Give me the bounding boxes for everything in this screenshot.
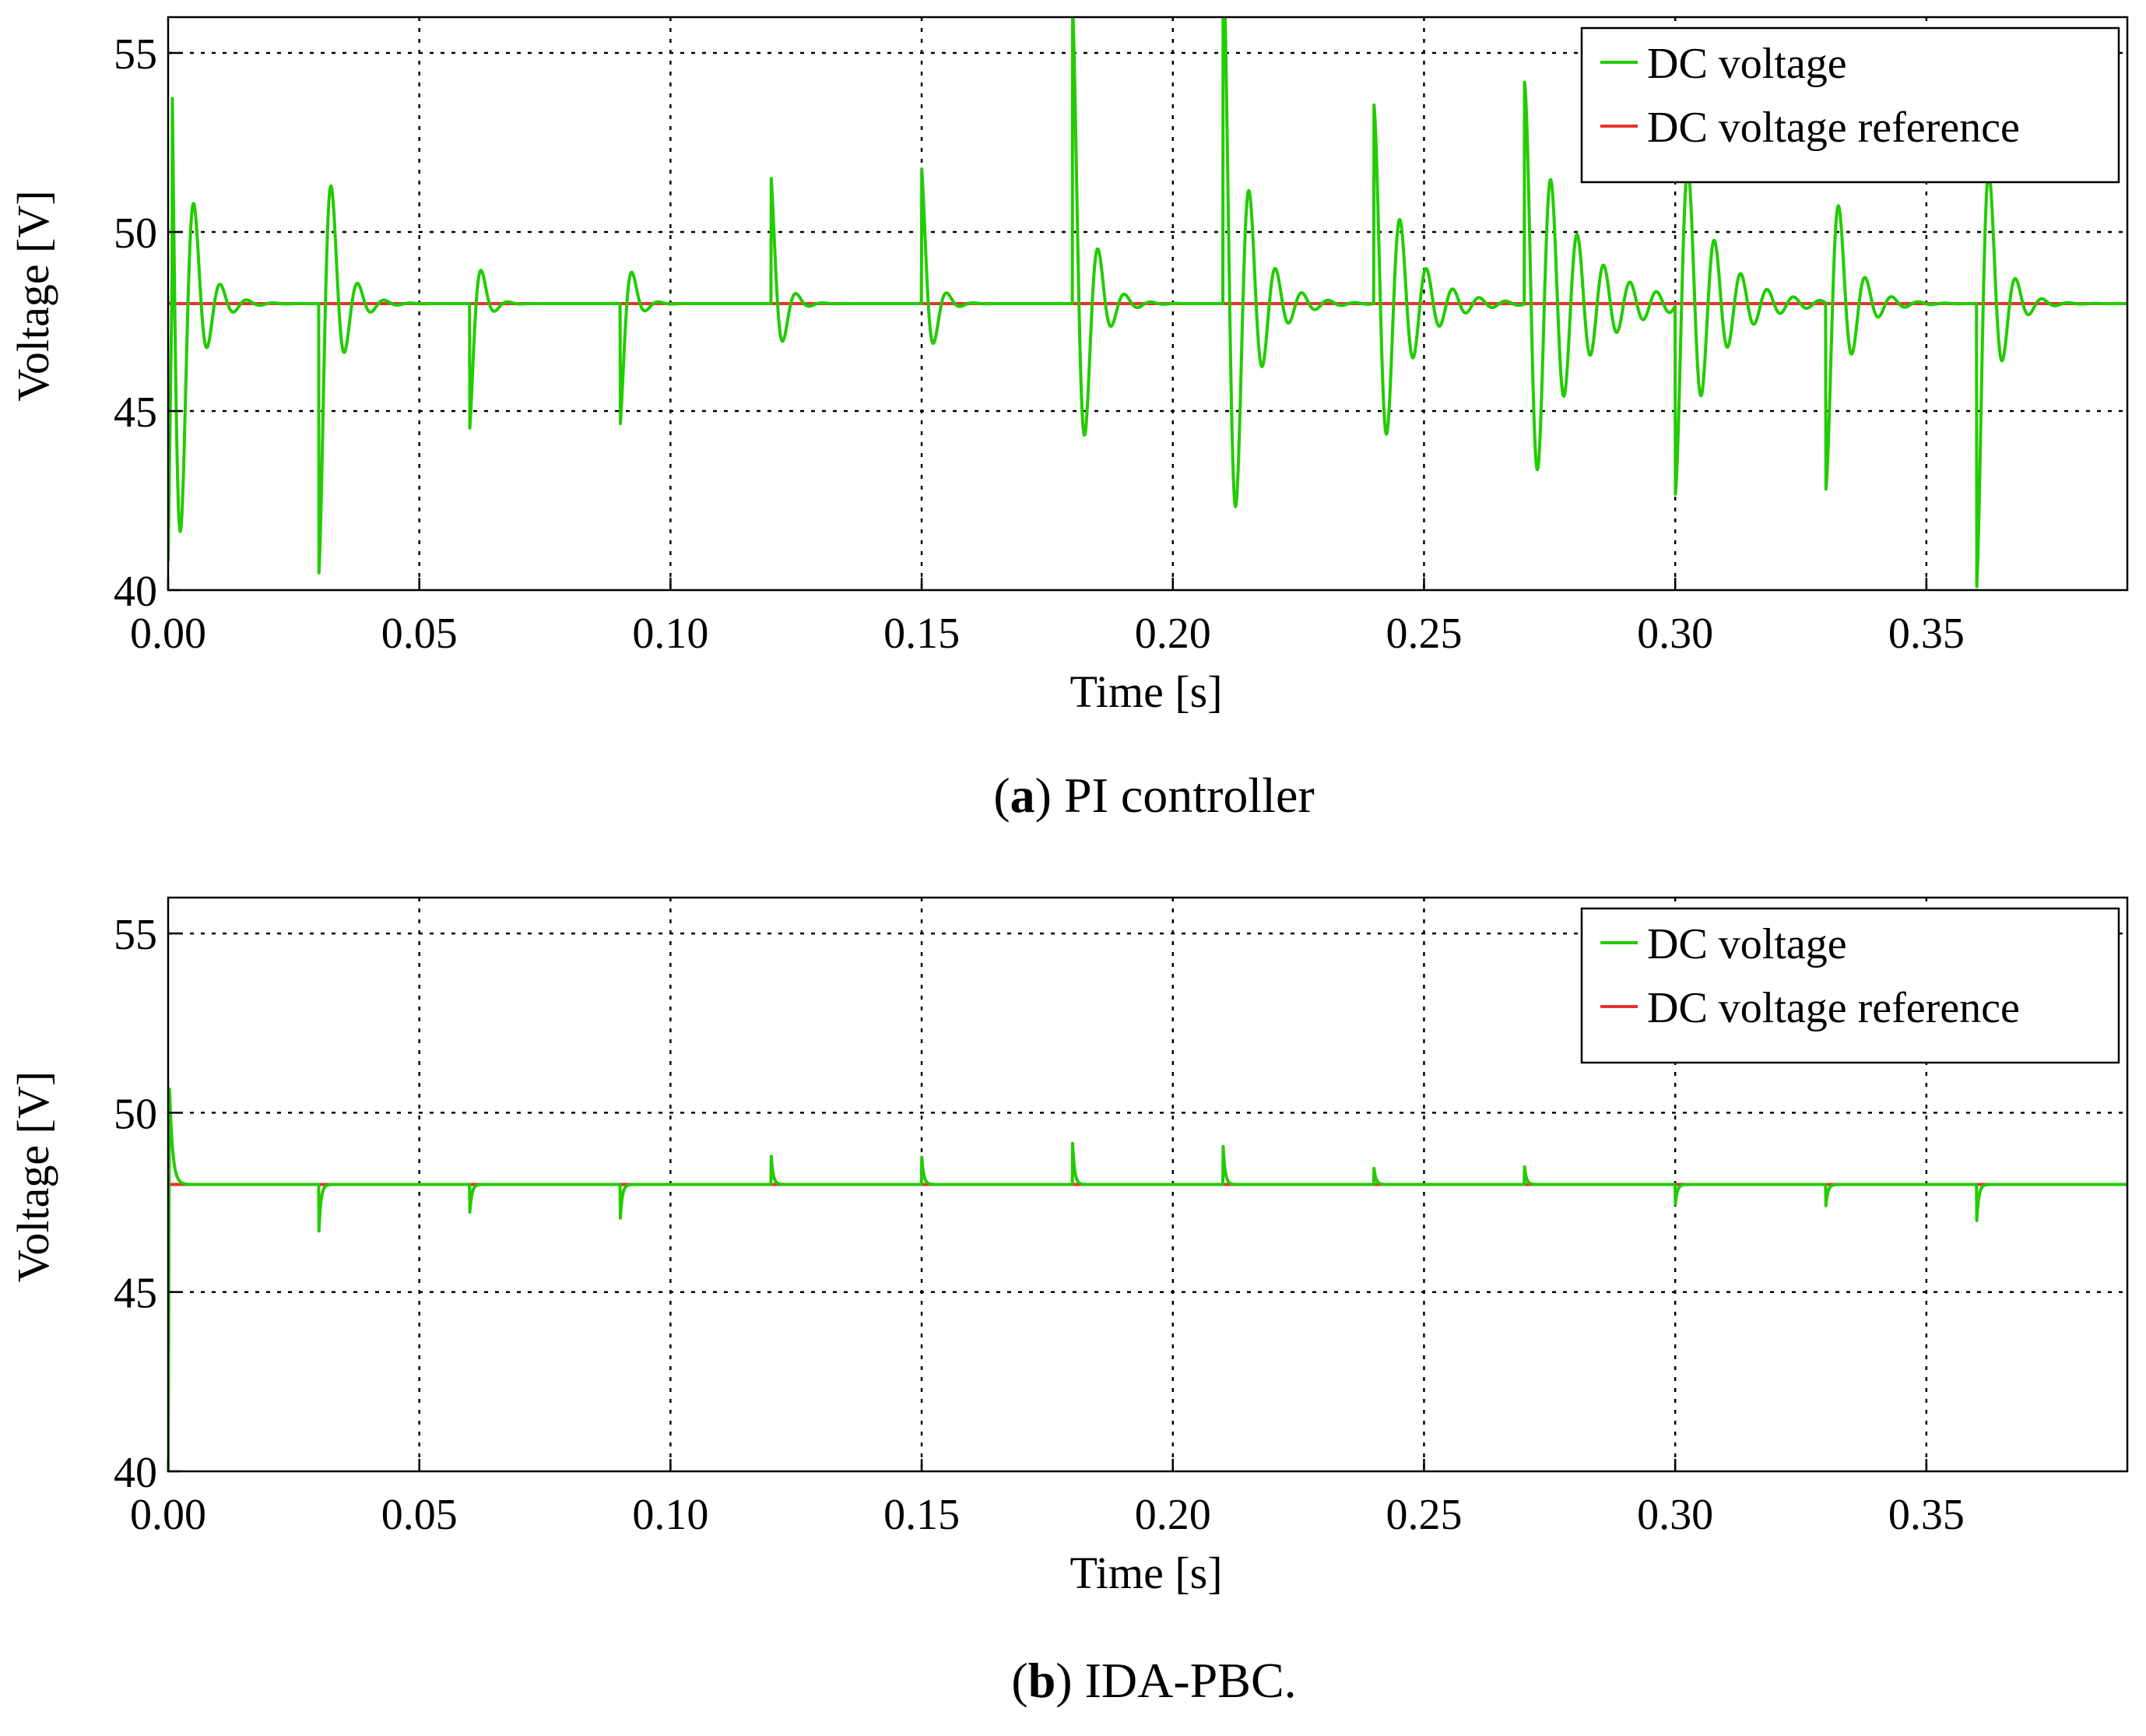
legend: DC voltage DC voltage reference [1580,907,2120,1064]
x-tick-label: 0.30 [1637,610,1713,658]
x-tick-label: 0.30 [1637,1491,1713,1539]
y-tick-label: 50 [114,1090,157,1138]
legend-entry: DC voltage [1647,920,1847,968]
panel-caption-letter: b [1028,1653,1056,1708]
y-tick-label: 45 [114,1270,157,1318]
y-tick-label: 55 [114,30,157,79]
x-axis-label: Time [s] [1069,666,1222,717]
legend-entry: DC voltage reference [1647,104,2020,152]
panel-caption-letter: a [1010,768,1035,823]
x-tick-label: 0.35 [1888,610,1965,658]
x-tick-label: 0.25 [1386,1491,1462,1539]
x-tick-label: 0.05 [381,610,458,658]
legend: DC voltage DC voltage reference [1580,26,2120,184]
x-tick-label: 0.20 [1135,1491,1211,1539]
y-tick-label: 45 [114,388,157,437]
legend-entry: DC voltage [1647,40,1847,88]
panel-caption-title: PI controller [1064,768,1315,823]
panel-caption: (a) PI controller [993,768,1314,823]
y-tick-label: 40 [114,1449,157,1497]
x-tick-label: 0.20 [1135,610,1211,658]
x-tick-label: 0.00 [130,610,206,658]
y-axis-label: Voltage [V] [8,190,58,401]
x-tick-label: 0.10 [632,1491,708,1539]
x-tick-label: 0.05 [381,1491,458,1539]
plot-frame [167,16,2129,592]
series-dc-voltage [168,17,2127,589]
y-tick-label: 55 [114,911,157,959]
panel-b: 0.00 0.05 0.10 0.15 0.20 0.25 0.30 0.35 40 45 50 55… [8,896,2129,1708]
y-axis-label: Voltage [V] [8,1071,58,1282]
x-tick-label: 0.35 [1888,1491,1965,1539]
x-tick-label: 0.00 [130,1491,206,1539]
x-tick-label: 0.15 [883,1491,960,1539]
plot-frame [167,896,2129,1473]
series-dc-voltage [168,1087,2127,1471]
legend-entry: DC voltage reference [1647,984,2020,1032]
x-tick-label: 0.25 [1386,610,1462,658]
panel-caption-title: IDA-PBC. [1085,1653,1297,1708]
x-axis-label: Time [s] [1069,1548,1222,1598]
panel-a: 0.00 0.05 0.10 0.15 0.20 0.25 0.30 0.35 40 45 50 55… [8,16,2129,823]
y-tick-label: 40 [114,568,157,616]
legend-box [1580,907,2120,1064]
panel-caption: (b) IDA-PBC. [1011,1653,1296,1708]
legend-box [1580,26,2120,184]
x-tick-label: 0.15 [883,610,960,658]
y-tick-label: 50 [114,209,157,258]
x-tick-label: 0.10 [632,610,708,658]
